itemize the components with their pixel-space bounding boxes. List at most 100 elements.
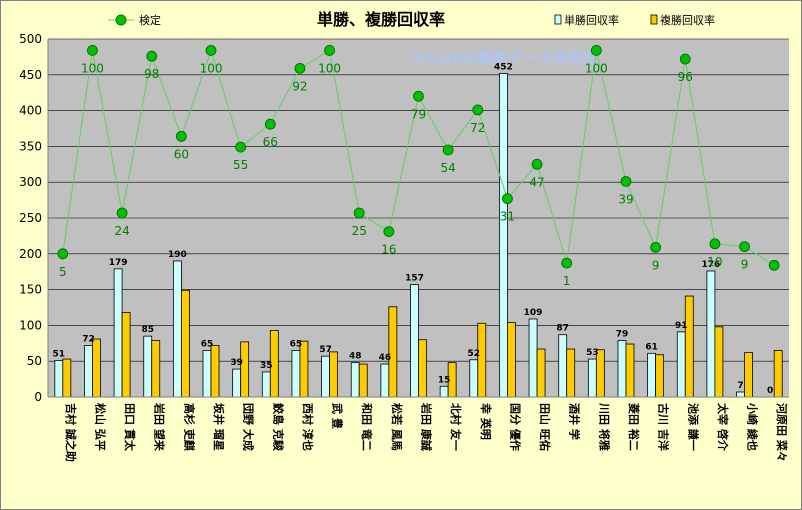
line-point-0 [57, 248, 69, 260]
y-tick-label-2: 100 [19, 318, 42, 332]
bar-s1-10 [358, 363, 368, 398]
bar-label-14: 52 [468, 349, 481, 359]
bar-s0-20 [647, 352, 657, 398]
bar-s1-15 [507, 322, 516, 398]
y-tick-label-6: 300 [19, 175, 42, 189]
bar-s0-11 [380, 363, 390, 398]
bar-label-11: 46 [379, 353, 392, 363]
bar-s1-22 [714, 326, 724, 398]
bar-s1-11 [388, 306, 398, 398]
bar-s0-15 [499, 72, 508, 398]
line-label-6: 55 [233, 158, 248, 172]
x-tick-label-23: 小崎 綾也 [746, 402, 760, 451]
bar-label-7: 35 [260, 361, 273, 371]
legend-swatch-tansho [554, 14, 562, 25]
line-point-6 [235, 141, 247, 153]
line-label-12: 79 [411, 107, 426, 121]
line-label-13: 54 [440, 161, 455, 175]
y-tick-label-10: 500 [19, 32, 42, 46]
chart-title: 単勝、複勝回収率 [317, 10, 445, 29]
line-point-5 [205, 45, 217, 56]
x-tick-label-15: 国分 優作 [508, 403, 522, 451]
bar-s0-21 [676, 331, 686, 398]
x-tick-label-7: 鮫島 克駿 [271, 403, 285, 452]
line-label-20: 9 [652, 258, 660, 272]
line-label-9: 100 [318, 61, 341, 75]
x-tick-label-9: 武 豊 [331, 403, 345, 429]
bar-s1-21 [684, 295, 694, 398]
line-label-18: 100 [585, 61, 608, 75]
bar-s0-1 [84, 345, 93, 398]
line-point-17 [561, 257, 573, 269]
x-tick-label-10: 和田 竜二 [360, 403, 374, 451]
bar-s1-6 [240, 341, 250, 398]
x-tick-label-22: 太宰 啓介 [716, 402, 730, 452]
line-label-19: 39 [618, 192, 633, 206]
line-point-9 [324, 45, 335, 56]
bar-s1-3 [151, 340, 161, 398]
x-tick-label-6: 団野 大成 [242, 403, 256, 451]
bar-label-8: 65 [290, 339, 303, 349]
line-point-10 [353, 207, 365, 219]
line-label-3: 98 [144, 67, 159, 81]
line-label-22: 10 [707, 255, 722, 269]
line-label-4: 60 [174, 147, 189, 161]
bar-s0-0 [54, 360, 64, 398]
bar-label-20: 61 [645, 342, 658, 352]
legend-marker-swatch [115, 14, 127, 26]
bar-s1-16 [536, 348, 546, 398]
bar-s0-10 [350, 362, 360, 398]
x-tick-label-18: 川田 将雅 [597, 402, 611, 451]
line-label-1: 100 [81, 61, 104, 75]
line-point-15 [502, 193, 513, 205]
line-label-11: 16 [381, 243, 396, 257]
line-label-5: 100 [200, 61, 223, 75]
line-label-14: 72 [470, 121, 485, 135]
bar-s0-3 [143, 335, 153, 398]
bar-label-5: 65 [201, 339, 214, 349]
bar-label-10: 48 [349, 352, 362, 362]
line-label-2: 24 [114, 224, 129, 238]
x-tick-label-14: 幸 英明 [479, 403, 493, 440]
x-tick-label-0: 吉村 誠之助 [64, 403, 78, 462]
y-tick-label-0: 0 [34, 390, 42, 404]
x-tick-label-24: 河原田 菜々 [775, 403, 789, 462]
bar-s1-0 [62, 358, 72, 398]
bar-s0-9 [321, 355, 330, 398]
line-point-18 [590, 45, 602, 56]
line-point-22 [709, 238, 721, 250]
x-tick-label-1: 松山 弘平 [93, 403, 107, 451]
bar-label-24: 0 [767, 386, 773, 396]
bar-s0-8 [291, 350, 301, 398]
line-point-14 [472, 104, 484, 116]
legend-swatch-fukusho [650, 14, 658, 25]
line-point-20 [650, 241, 662, 253]
bar-s0-16 [528, 318, 538, 398]
bar-label-3: 85 [141, 325, 154, 335]
x-tick-label-13: 北村 友一 [449, 403, 463, 451]
line-label-16: 47 [529, 175, 544, 189]
line-label-21: 96 [678, 70, 693, 84]
legend-label-tansho: 単勝回収率 [564, 13, 619, 27]
line-label-8: 92 [292, 79, 307, 93]
bar-label-9: 57 [319, 345, 332, 355]
line-point-13 [442, 144, 454, 156]
x-tick-label-16: 田山 旺佑 [538, 403, 552, 451]
line-point-4 [175, 130, 187, 142]
bar-label-17: 87 [556, 324, 569, 334]
bar-label-19: 79 [616, 329, 629, 339]
line-point-11 [383, 226, 395, 238]
line-label-7: 66 [263, 135, 278, 149]
bar-label-22: 176 [702, 260, 721, 270]
y-tick-label-1: 50 [27, 354, 42, 368]
line-point-21 [679, 53, 691, 65]
bar-s1-23 [744, 352, 753, 398]
y-tick-label-7: 350 [19, 139, 42, 153]
line-layer [57, 45, 780, 271]
legend-line-label: 検定 [139, 13, 161, 27]
bar-s1-19 [625, 343, 635, 398]
